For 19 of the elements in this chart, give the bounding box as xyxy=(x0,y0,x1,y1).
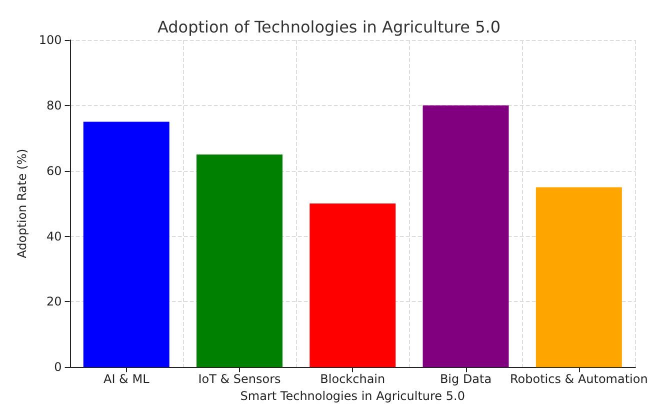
bar xyxy=(422,105,509,368)
y-axis-title: Adoption Rate (%) xyxy=(15,148,29,258)
y-tick-label: 0 xyxy=(54,360,62,374)
chart-title: Adoption of Technologies in Agriculture 5.0 xyxy=(157,18,501,36)
x-tick-label: Robotics & Automation xyxy=(510,372,648,386)
y-tick-label: 100 xyxy=(38,33,62,47)
y-tick-label: 20 xyxy=(46,294,62,309)
y-tick-label: 40 xyxy=(46,229,62,244)
x-tick-label: AI & ML xyxy=(103,372,150,386)
x-tick-label: Big Data xyxy=(440,372,492,386)
y-tick-label: 60 xyxy=(46,164,62,178)
bar xyxy=(536,187,622,368)
bar xyxy=(310,204,396,368)
x-axis-title: Smart Technologies in Agriculture 5.0 xyxy=(240,389,465,403)
x-tick-label: IoT & Sensors xyxy=(198,372,281,386)
bar xyxy=(196,154,282,368)
x-tick-label: Blockchain xyxy=(320,372,386,386)
bar xyxy=(83,122,170,368)
y-tick-label: 80 xyxy=(46,98,62,112)
